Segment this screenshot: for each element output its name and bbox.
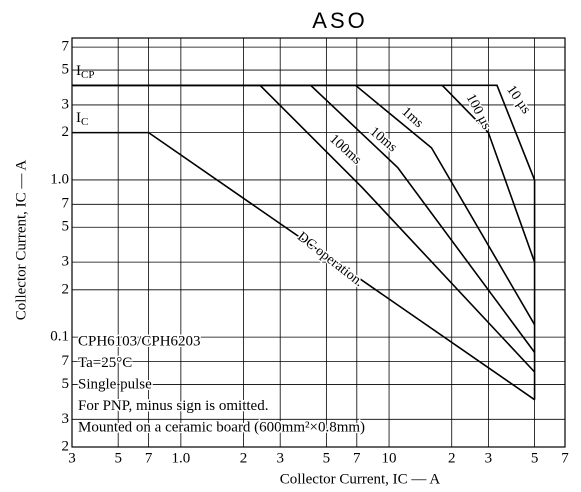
x-tick-label: 2	[240, 450, 248, 466]
x-tick-label: 3	[68, 450, 76, 466]
y-tick-label: 7	[62, 39, 70, 55]
x-tick-label: 10	[382, 450, 397, 466]
note: Single pulse	[78, 376, 152, 392]
limit-label-main: I	[76, 63, 81, 79]
x-tick-label: 7	[561, 450, 569, 466]
note: For PNP, minus sign is omitted.	[78, 398, 268, 414]
y-tick-label: 0.1	[50, 329, 69, 345]
note: Mounted on a ceramic board (600mm²×0.8mm…	[78, 419, 365, 435]
limit-label: IC	[76, 110, 88, 127]
curve-label: 1ms	[398, 104, 425, 131]
y-tick-label: 3	[62, 254, 70, 270]
y-tick-label: 2	[62, 281, 70, 297]
note: Ta=25°C	[78, 355, 132, 371]
limit-label-sub: C	[81, 116, 88, 128]
x-axis-label: Collector Current, IC — A	[280, 471, 441, 487]
limit-label-sub: CP	[81, 69, 94, 81]
x-tick-label: 7	[353, 450, 361, 466]
y-tick-label: 7	[62, 196, 70, 212]
chart-title: ASO	[312, 8, 367, 33]
curve-label: DC operation.	[294, 229, 366, 290]
curve-label: 10ms	[367, 124, 400, 155]
y-tick-label: 2	[62, 438, 70, 454]
curve	[72, 84, 536, 353]
y-tick-label: 5	[62, 62, 70, 78]
curve	[72, 84, 536, 326]
y-tick-label: 5	[62, 376, 70, 392]
y-tick-label: 7	[62, 353, 70, 369]
x-tick-label: 7	[145, 450, 153, 466]
x-tick-label: 5	[531, 450, 539, 466]
y-tick-label: 5	[62, 219, 70, 235]
y-axis-label: Collector Current, IC — A	[13, 160, 29, 321]
x-tick-label: 2	[448, 450, 456, 466]
y-tick-label: 3	[62, 411, 70, 427]
note: CPH6103/CPH6203	[78, 333, 201, 349]
limit-label: ICP	[76, 63, 94, 80]
x-tick-label: 5	[114, 450, 122, 466]
x-tick-label: 3	[276, 450, 284, 466]
x-tick-label: 5	[323, 450, 331, 466]
x-tick-label: 3	[485, 450, 493, 466]
limit-label-main: I	[76, 110, 81, 126]
y-tick-label: 2	[62, 124, 70, 140]
x-tick-label: 1.0	[171, 450, 190, 466]
curve	[72, 84, 536, 400]
curve-label: 100ms	[326, 132, 364, 168]
y-tick-label: 3	[62, 96, 70, 112]
curve	[72, 131, 536, 401]
y-tick-label: 1.0	[50, 171, 69, 187]
